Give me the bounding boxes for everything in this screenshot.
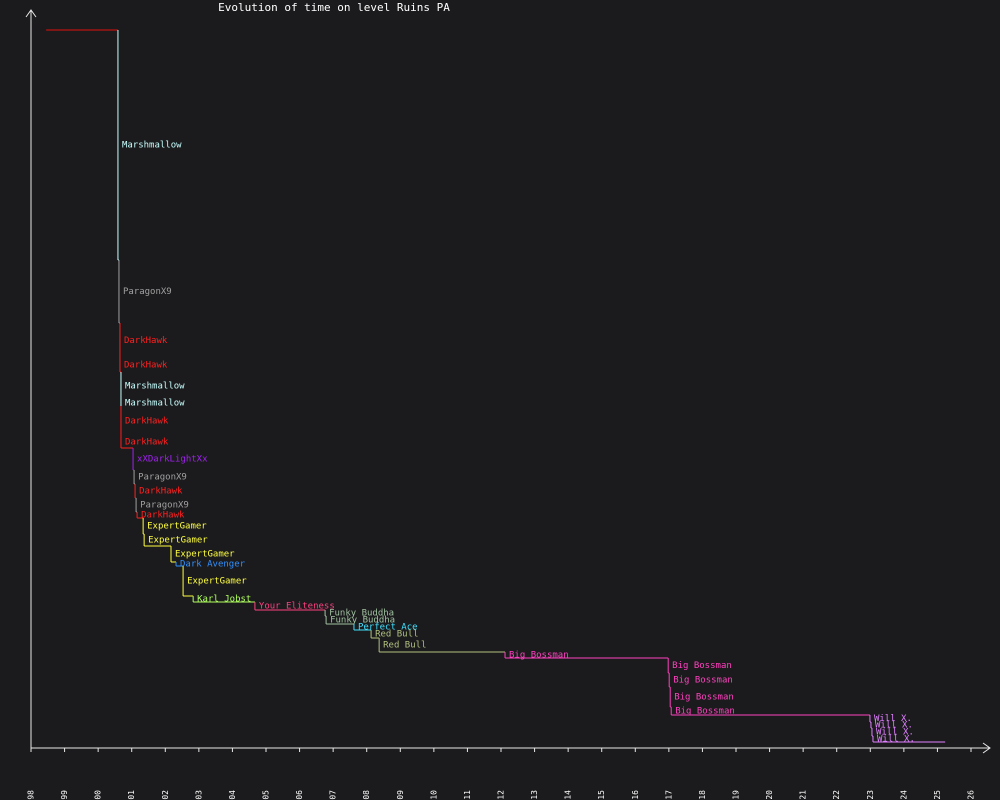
- holder-label: Will X.: [875, 721, 913, 731]
- x-tick-label: 2004: [228, 790, 237, 800]
- holder-label: ParagonX9: [123, 287, 172, 297]
- x-tick-label: 2023: [866, 790, 875, 800]
- holder-label: Big Bossman: [509, 651, 569, 661]
- holder-label: DarkHawk: [125, 417, 169, 427]
- x-tick-label: 2009: [396, 790, 405, 800]
- x-tick-label: 2010: [429, 790, 438, 800]
- x-tick-label: 2015: [597, 790, 606, 800]
- x-tick-label: 2002: [161, 790, 170, 800]
- holder-label: Will X.: [876, 728, 914, 738]
- x-tick-label: 2024: [899, 790, 908, 800]
- holder-label: Big Bossman: [675, 707, 735, 717]
- x-tick-label: 2000: [94, 790, 103, 800]
- x-tick-label: 2025: [933, 790, 942, 800]
- holder-label: DarkHawk: [124, 361, 168, 371]
- x-tick-label: 1998: [27, 790, 36, 800]
- holder-label: Will X.: [877, 735, 915, 745]
- x-tick-label: 2026: [967, 790, 976, 800]
- x-tick-label: 2001: [127, 790, 136, 800]
- holder-label: ExpertGamer: [187, 577, 247, 587]
- x-tick-label: 2017: [664, 790, 673, 800]
- x-tick-label: 2019: [732, 790, 741, 800]
- holder-label: Dark Avenger: [180, 560, 246, 570]
- holder-label: Karl Jobst: [197, 595, 251, 605]
- x-axis-arrow: [982, 742, 991, 754]
- x-tick-label: 2014: [564, 790, 573, 800]
- holder-label: DarkHawk: [125, 438, 169, 448]
- holder-label: Red Bull: [375, 630, 418, 640]
- holder-label: Red Bull: [383, 641, 426, 651]
- x-tick-label: 2022: [832, 790, 841, 800]
- x-tick-label: 2012: [497, 790, 506, 800]
- x-tick-label: 2016: [631, 790, 640, 800]
- holder-label: ExpertGamer: [148, 536, 208, 546]
- holder-label: Will X.: [874, 714, 912, 724]
- x-tick-label: 2018: [698, 790, 707, 800]
- x-tick-label: 2020: [765, 790, 774, 800]
- x-tick-label: 2007: [329, 790, 338, 800]
- holder-label: ExpertGamer: [147, 522, 207, 532]
- holder-label: Marshmallow: [122, 141, 182, 151]
- chart-title: Evolution of time on level Ruins PA: [218, 1, 450, 14]
- holder-label: xXDarkLightXx: [137, 455, 208, 465]
- holder-label: Big Bossman: [672, 661, 732, 671]
- holder-label: Funky Buddha: [329, 609, 394, 619]
- holder-label: Big Bossman: [673, 676, 733, 686]
- y-axis-arrow: [25, 9, 37, 18]
- holder-label: Big Bossman: [674, 693, 734, 703]
- x-tick-label: 2005: [262, 790, 271, 800]
- holder-label: DarkHawk: [141, 511, 185, 521]
- holder-label: Marshmallow: [125, 382, 185, 392]
- holder-label: Funky Buddha: [330, 616, 395, 626]
- x-tick-label: 2021: [799, 790, 808, 800]
- holder-label: Marshmallow: [125, 399, 185, 409]
- holder-label: ParagonX9: [138, 473, 187, 483]
- holder-label: Your Eliteness: [259, 602, 335, 612]
- x-tick-label: 2013: [530, 790, 539, 800]
- x-tick-label: 1999: [60, 790, 69, 800]
- x-tick-label: 2008: [362, 790, 371, 800]
- x-tick-label: 2006: [295, 790, 304, 800]
- holder-label: ParagonX9: [140, 501, 189, 511]
- x-tick-label: 2003: [194, 790, 203, 800]
- x-tick-label: 2011: [463, 790, 472, 800]
- holder-label: DarkHawk: [139, 487, 183, 497]
- holder-label: Perfect Ace: [358, 623, 418, 633]
- holder-label: ExpertGamer: [175, 550, 235, 560]
- holder-label: DarkHawk: [124, 336, 168, 346]
